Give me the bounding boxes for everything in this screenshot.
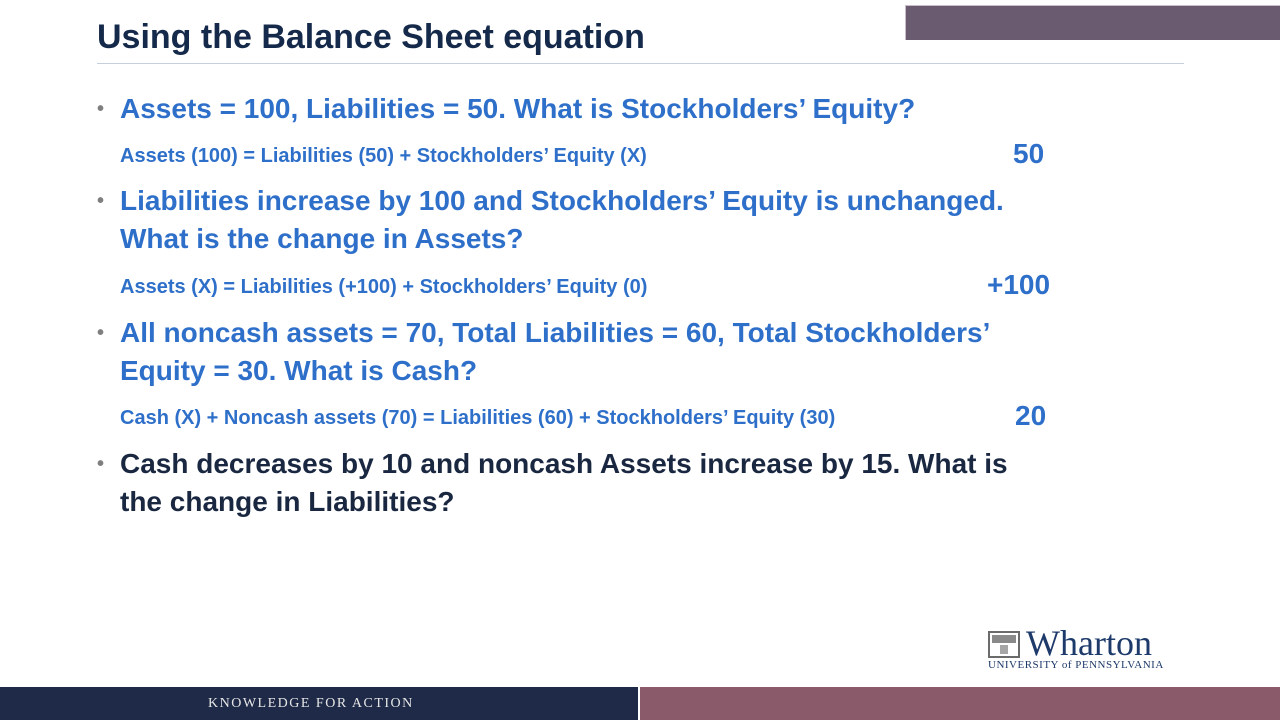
bullet-2-line-1: Liabilities increase by 100 and Stockhol…	[120, 185, 1004, 216]
logo-wordmark: Wharton	[1026, 623, 1152, 663]
bullet-4-line-1: Cash decreases by 10 and noncash Assets …	[120, 448, 1008, 479]
bullet-3-line-2: Equity = 30. What is Cash?	[120, 355, 478, 386]
footer-tagline: KNOWLEDGE FOR ACTION	[208, 696, 414, 711]
title-divider	[97, 63, 1184, 64]
crest-icon	[988, 631, 1020, 658]
bullet-2-line-2: What is the change in Assets?	[120, 223, 524, 254]
wharton-logo: Wharton UNIVERSITY of PENNSYLVANIA	[988, 623, 1193, 674]
logo-subtitle: UNIVERSITY of PENNSYLVANIA	[988, 659, 1164, 671]
bullet-3-answer: 20	[1015, 400, 1047, 431]
bullet-2-work: Assets (X) = Liabilities (+100) + Stockh…	[120, 276, 648, 298]
bullet-dot: •	[97, 98, 105, 120]
footer-left-band: KNOWLEDGE FOR ACTION	[0, 687, 638, 720]
header-accent-bar	[905, 5, 1280, 40]
bullet-3-work: Cash (X) + Noncash assets (70) = Liabili…	[120, 407, 836, 429]
bullet-1-answer: 50	[1013, 138, 1045, 169]
bullet-1-line-1: Assets = 100, Liabilities = 50. What is …	[120, 93, 916, 124]
bullet-dot: •	[97, 190, 105, 212]
bullet-dot: •	[97, 453, 105, 475]
bullet-1-work: Assets (100) = Liabilities (50) + Stockh…	[120, 145, 647, 167]
slide-title: Using the Balance Sheet equation	[97, 18, 645, 56]
bullet-dot: •	[97, 322, 105, 344]
bullet-3-line-1: All noncash assets = 70, Total Liabiliti…	[120, 317, 991, 348]
bullet-2-answer: +100	[987, 269, 1051, 300]
footer-right-band	[640, 687, 1280, 720]
bullet-4-line-2: the change in Liabilities?	[120, 486, 455, 517]
